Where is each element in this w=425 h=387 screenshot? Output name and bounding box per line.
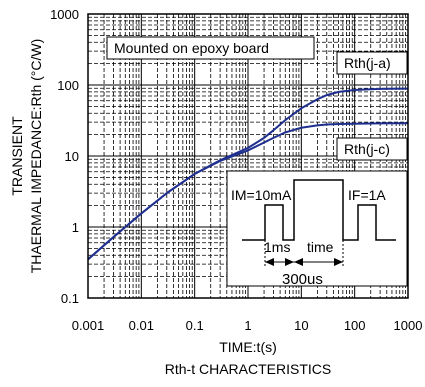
ms-arrow-head-right-icon [285,258,294,266]
inset-ms-label: 1ms [264,239,290,255]
inset-box [226,170,408,287]
y-axis-label-line1: TRANSIENT [9,116,25,196]
x-tick-label: 0.1 [186,318,204,333]
y-tick-label: 1 [72,220,79,235]
y-tick-label: 10 [65,149,79,164]
x-tick-label: 100 [344,318,366,333]
time-arrow-head-right-icon [334,258,343,266]
annotation-box [106,36,315,60]
series-label-jc: Rth(j-c) [344,141,390,157]
plot-frame [87,13,409,299]
time-arrow-head-left-icon [294,258,303,266]
series-curves [87,87,409,261]
y-tick-label: 100 [57,78,79,93]
inset-us-label: 300us [282,271,323,288]
series-label-ja: Rth(j-a) [344,55,391,71]
y-tick-label: 0.1 [61,291,79,306]
x-tick-labels: 0.001 0.01 0.1 1 10 100 1000 [72,318,423,333]
x-tick-label: 0.01 [129,318,154,333]
x-tick-label: 10 [294,318,308,333]
y-axis-label-line2: THAERMAL IMPEDANCE:Rth (°C/W) [28,39,44,274]
x-axis-label: TIME:t(s) [219,339,277,355]
y-tick-labels: 0.1 1 10 100 1000 [50,7,79,306]
inset-time-label: time [307,239,334,255]
x-tick-label: 1 [244,318,251,333]
series-label-box-jc [336,137,408,161]
inset-im-label: IM=10mA [231,187,292,203]
series-label-box-ja [336,51,408,75]
chart-title: Rth-t CHARACTERISTICS [165,361,331,377]
inset-if-label: IF=1A [348,187,386,203]
pulse-waveform [242,179,396,241]
x-tick-label: 1000 [394,318,423,333]
pulse-inset: IM=10mA IF=1A 1ms time 300us [226,170,408,288]
series-line-rth-jc [87,122,409,261]
y-tick-label: 1000 [50,7,79,22]
x-tick-label: 0.001 [72,318,105,333]
ms-arrow-head-left-icon [265,258,274,266]
annotation-text: Mounted on epoxy board [114,40,269,56]
